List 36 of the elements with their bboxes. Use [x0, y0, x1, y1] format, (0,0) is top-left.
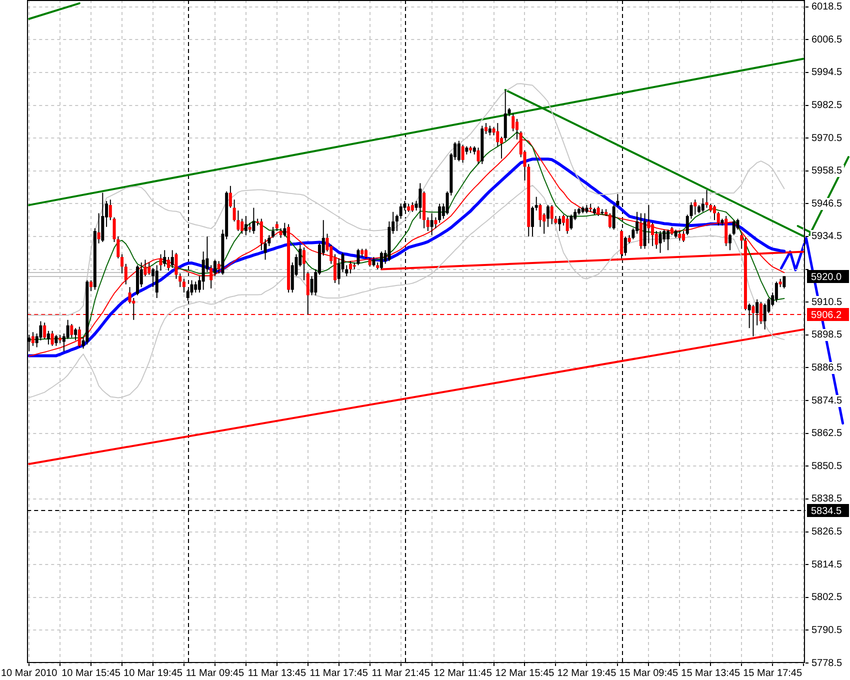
- x-tick-label: 11 Mar 13:45: [248, 668, 306, 679]
- x-tick-label: 11 Mar 17:45: [310, 668, 368, 679]
- x-tick-label: 10 Mar 19:45: [124, 668, 183, 679]
- y-tick-label: 5898.5: [812, 330, 843, 341]
- y-tick-label: 5862.5: [812, 428, 843, 440]
- y-tick-label: 5778.5: [812, 658, 843, 669]
- y-tick-label: 5802.5: [812, 592, 843, 604]
- y-tick-label: 5958.5: [812, 166, 843, 177]
- x-tick-label: 15 Mar 13:45: [681, 668, 741, 679]
- y-tick-label: 5874.5: [812, 395, 843, 406]
- y-tick-label: 5910.5: [812, 296, 843, 308]
- y-tick-label: 6006.5: [812, 34, 843, 46]
- ref-line-label: 5906.2: [811, 310, 842, 321]
- y-tick-label: 6018.5: [812, 2, 843, 13]
- x-tick-label: 12 Mar 15:45: [495, 668, 555, 679]
- x-tick-label: 10 Mar 2010: [1, 668, 58, 679]
- y-tick-label: 5934.5: [812, 231, 843, 242]
- y-tick-label: 5946.5: [812, 198, 843, 210]
- y-tick-label: 5838.5: [812, 494, 843, 505]
- x-tick-label: 12 Mar 19:45: [557, 668, 617, 679]
- y-tick-label: 5814.5: [812, 559, 843, 570]
- x-tick-label: 15 Mar 09:45: [619, 668, 679, 679]
- y-tick-label: 5982.5: [812, 100, 843, 112]
- y-tick-label: 5790.5: [812, 624, 843, 636]
- x-tick-label: 10 Mar 15:45: [62, 668, 121, 679]
- ref-line-label: 5920.0: [811, 272, 842, 283]
- y-tick-label: 5826.5: [812, 526, 843, 538]
- x-tick-label: 11 Mar 21:45: [372, 668, 430, 679]
- y-tick-label: 5970.5: [812, 132, 843, 144]
- y-tick-label: 5886.5: [812, 362, 843, 374]
- x-tick-label: 11 Mar 09:45: [186, 668, 244, 679]
- y-tick-label: 5850.5: [812, 460, 843, 472]
- x-tick-label: 12 Mar 11:45: [434, 668, 492, 679]
- x-tick-label: 15 Mar 17:45: [743, 668, 802, 679]
- ref-line-label: 5834.5: [811, 506, 842, 517]
- y-tick-label: 5994.5: [812, 67, 843, 78]
